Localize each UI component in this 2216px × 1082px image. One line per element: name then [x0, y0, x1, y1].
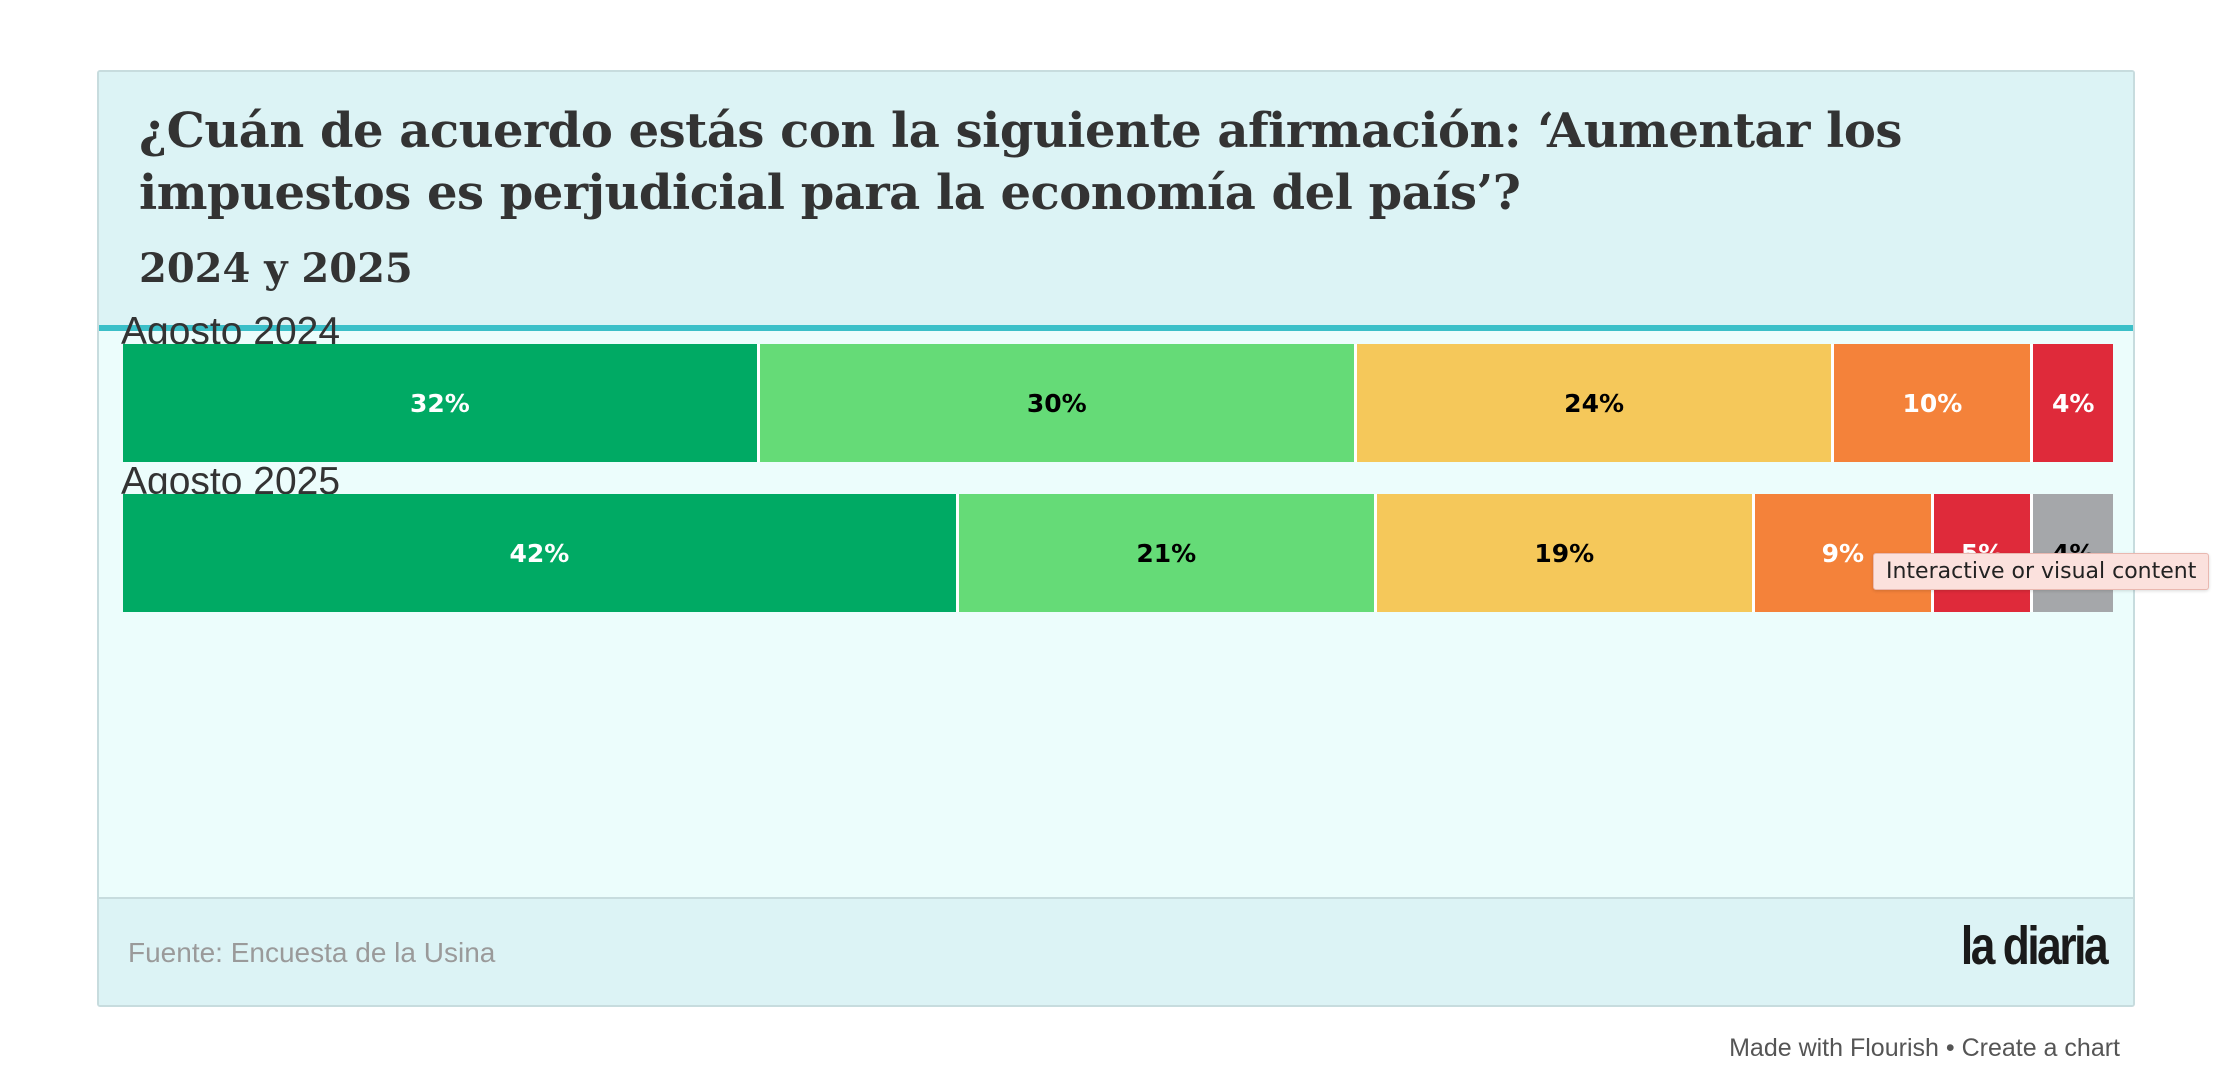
chart-card: ¿Cuán de acuerdo estás con la siguiente … — [97, 70, 2135, 1007]
source-note: Fuente: Encuesta de la Usina — [128, 937, 496, 968]
chart-header: ¿Cuán de acuerdo estás con la siguiente … — [99, 72, 2133, 331]
tooltip: Interactive or visual content — [1873, 553, 2210, 590]
bar-segment[interactable]: 42% — [123, 494, 959, 612]
bar-segment[interactable]: 30% — [759, 344, 1357, 462]
bar-segment[interactable]: 24% — [1356, 344, 1835, 462]
chart-footer: Fuente: Encuesta de la Usina la diaria — [99, 897, 2133, 1005]
chart-title: ¿Cuán de acuerdo estás con la siguiente … — [139, 103, 1902, 221]
bar-segment[interactable]: 21% — [958, 494, 1377, 612]
create-chart-link[interactable]: Create a chart — [1961, 1034, 2120, 1062]
bar-segment[interactable]: 4% — [2033, 344, 2113, 462]
bar-segment[interactable]: 19% — [1376, 494, 1755, 612]
brand-logo[interactable]: la diaria — [1960, 916, 2109, 976]
stacked-bar-2024[interactable]: 32% 30% 24% 10% 4% — [123, 344, 2113, 462]
chart-subtitle: 2024 y 2025 — [139, 245, 413, 292]
made-with-flourish-link[interactable]: Made with Flourish — [1729, 1034, 1939, 1062]
credit-separator: • — [1945, 1034, 1955, 1062]
bar-segment[interactable]: 32% — [123, 344, 760, 462]
stacked-bar-2025[interactable]: 42%21%19%9%5%4% — [123, 494, 2113, 612]
flourish-credit: Made with Flourish • Create a chart — [1729, 1034, 2120, 1063]
bar-segment[interactable]: 10% — [1834, 344, 2034, 462]
